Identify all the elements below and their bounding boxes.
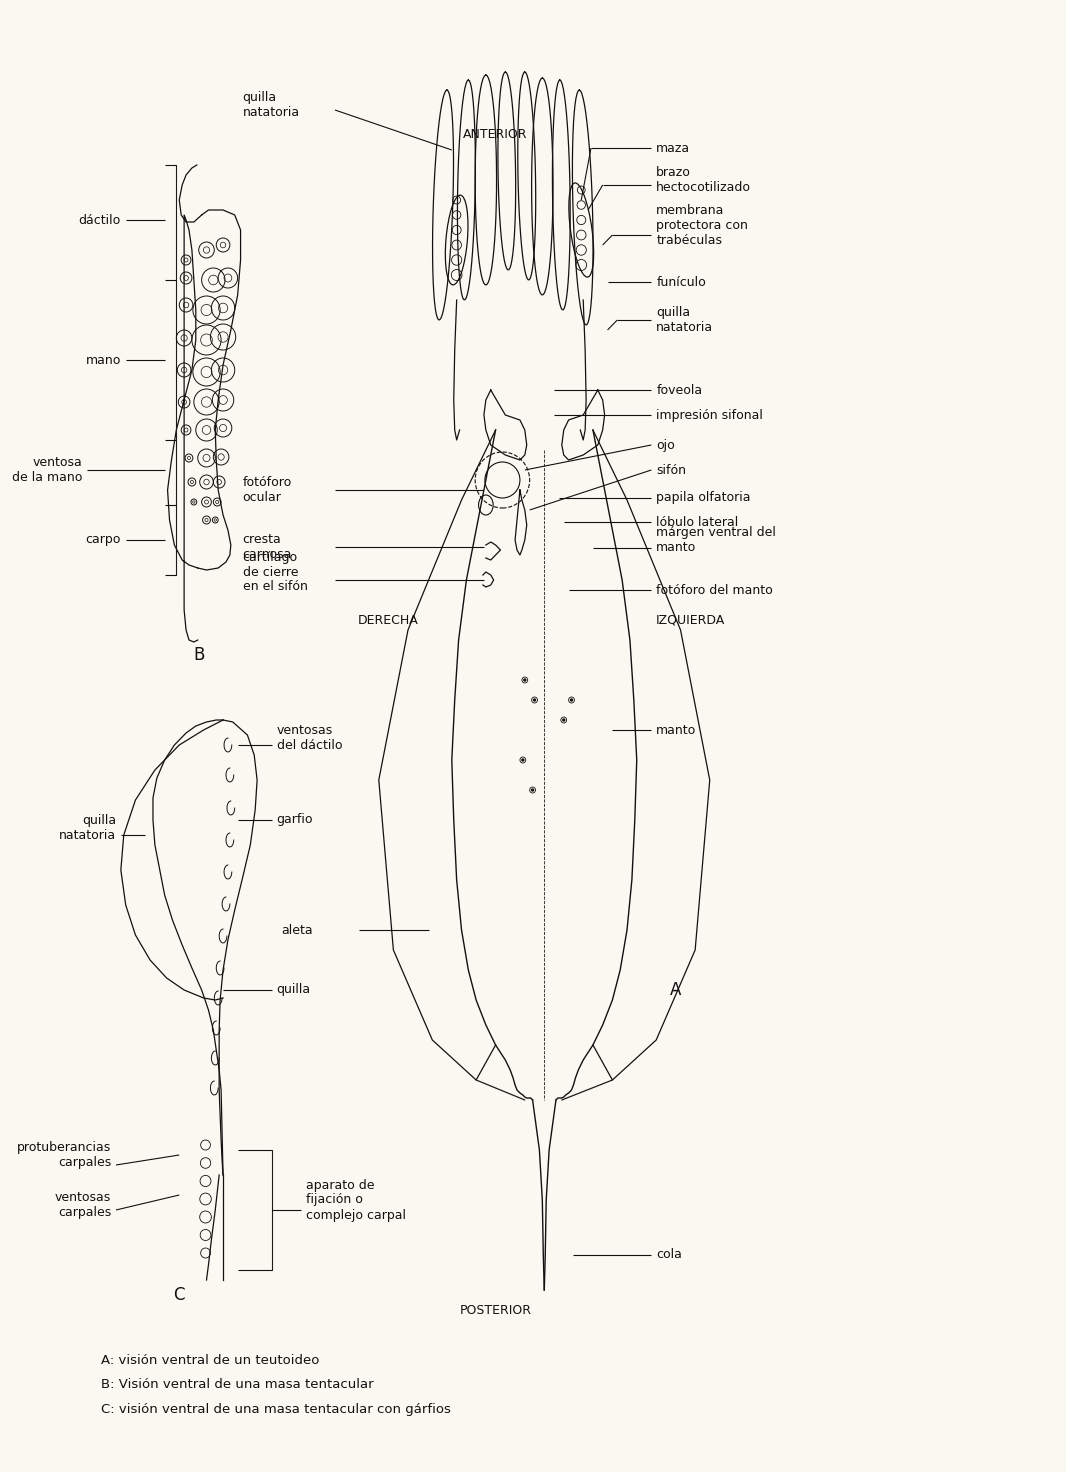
Text: foveola: foveola: [657, 384, 702, 396]
Text: aparato de
fijación o
complejo carpal: aparato de fijación o complejo carpal: [306, 1179, 406, 1222]
Text: C: C: [174, 1287, 185, 1304]
Text: manto: manto: [657, 724, 696, 736]
Text: C: visión ventral de una masa tentacular con gárfios: C: visión ventral de una masa tentacular…: [101, 1403, 451, 1416]
Text: A: A: [671, 980, 681, 999]
Text: maza: maza: [657, 141, 691, 155]
Circle shape: [522, 760, 523, 761]
Text: cartílago
de cierre
en el sifón: cartílago de cierre en el sifón: [243, 551, 307, 593]
Text: mano: mano: [85, 353, 120, 367]
Text: POSTERIOR: POSTERIOR: [459, 1304, 532, 1316]
Text: ventosas
del dáctilo: ventosas del dáctilo: [276, 724, 342, 752]
Text: quilla
natatoria: quilla natatoria: [59, 814, 116, 842]
Text: carpo: carpo: [85, 533, 120, 546]
Text: fotóforo
ocular: fotóforo ocular: [243, 475, 292, 503]
Text: cresta
carnosa: cresta carnosa: [243, 533, 292, 561]
Text: DERECHA: DERECHA: [358, 614, 419, 627]
Text: funículo: funículo: [657, 275, 706, 289]
Text: garfio: garfio: [276, 814, 313, 826]
Text: quilla
natatoria: quilla natatoria: [243, 91, 300, 119]
Text: A: visión ventral de un teutoideo: A: visión ventral de un teutoideo: [101, 1353, 320, 1366]
Circle shape: [532, 789, 534, 790]
Text: impresión sifonal: impresión sifonal: [657, 409, 763, 421]
Text: aleta: aleta: [281, 923, 313, 936]
Circle shape: [523, 679, 526, 682]
Text: B: B: [193, 646, 205, 664]
Text: fotóforo del manto: fotóforo del manto: [657, 583, 773, 596]
Text: márgen ventral del
manto: márgen ventral del manto: [657, 526, 776, 553]
Text: ojo: ojo: [657, 439, 675, 452]
Text: brazo
hectocotilizado: brazo hectocotilizado: [657, 166, 752, 194]
Circle shape: [570, 699, 572, 701]
Text: protuberancias
carpales: protuberancias carpales: [17, 1141, 111, 1169]
Text: ANTERIOR: ANTERIOR: [464, 128, 528, 141]
Text: lóbulo lateral: lóbulo lateral: [657, 515, 739, 528]
Text: sifón: sifón: [657, 464, 687, 477]
Text: ventosa
de la mano: ventosa de la mano: [12, 456, 82, 484]
Text: quilla: quilla: [276, 983, 310, 997]
Text: B: Visión ventral de una masa tentacular: B: Visión ventral de una masa tentacular: [101, 1378, 374, 1391]
Text: cola: cola: [657, 1248, 682, 1262]
Text: papila olfatoria: papila olfatoria: [657, 492, 750, 505]
Text: ventosas
carpales: ventosas carpales: [54, 1191, 111, 1219]
Text: IZQUIERDA: IZQUIERDA: [656, 614, 725, 627]
Text: membrana
protectora con
trabéculas: membrana protectora con trabéculas: [657, 203, 748, 246]
Circle shape: [563, 718, 565, 721]
Text: quilla
natatoria: quilla natatoria: [657, 306, 713, 334]
Text: dáctilo: dáctilo: [79, 213, 120, 227]
Circle shape: [534, 699, 535, 701]
